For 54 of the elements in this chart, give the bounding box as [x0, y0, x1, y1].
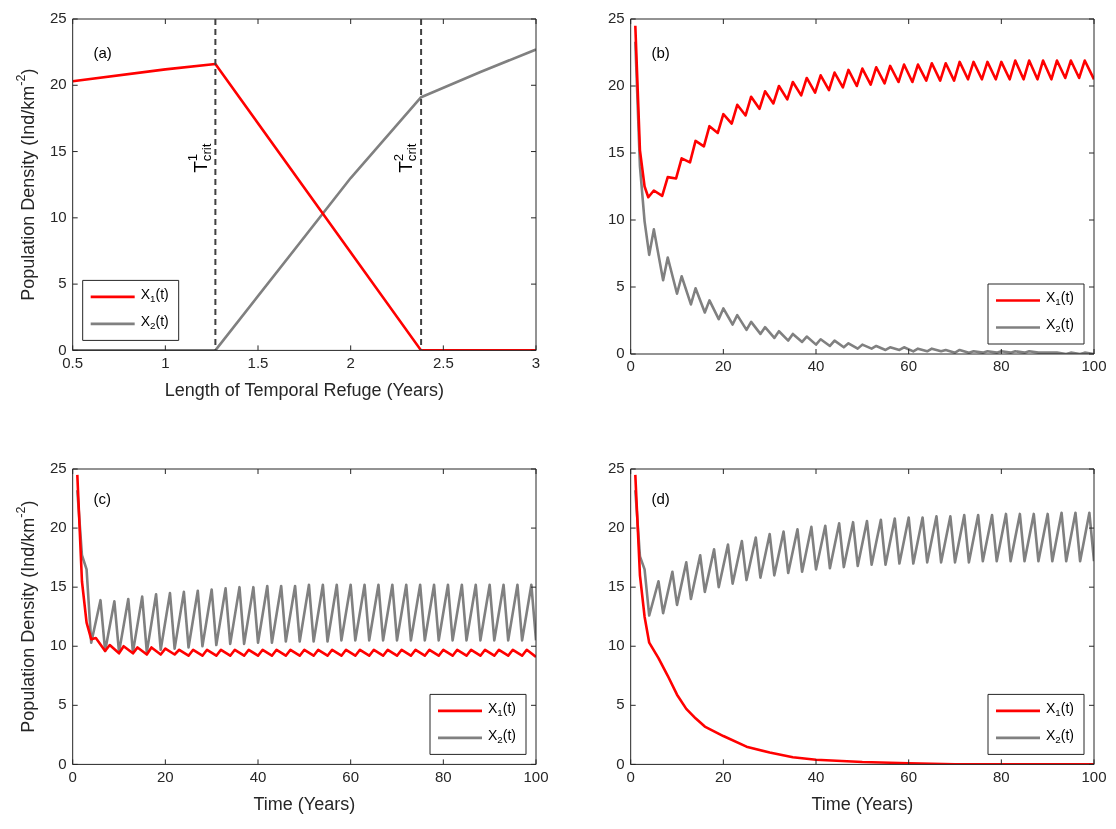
y-tick-label: 10 — [50, 207, 67, 225]
x-axis-title: Time (Years) — [253, 794, 356, 815]
y-tick-label: 15 — [608, 577, 625, 595]
y-tick-label: 15 — [50, 141, 67, 159]
y-tick-label: 0 — [58, 754, 67, 772]
y-tick-label: 0 — [616, 754, 625, 772]
x-tick-label: 20 — [157, 767, 174, 785]
y-tick-label: 20 — [608, 518, 625, 536]
x-tick-label: 100 — [1081, 767, 1107, 785]
x-tick-label: 40 — [249, 767, 267, 785]
x-tick-label: 20 — [715, 357, 732, 375]
ref-line-label: T2crit — [391, 143, 420, 173]
x-tick-label: 2 — [346, 353, 355, 371]
y-tick-label: 15 — [608, 143, 625, 161]
y-tick-label: 5 — [58, 274, 67, 292]
y-tick-label: 20 — [50, 75, 67, 93]
x-axis-title: Length of Temporal Refuge (Years) — [164, 380, 444, 401]
x-tick-label: 2.5 — [432, 353, 454, 371]
y-axis-title: Population Density (Ind/km-2) — [13, 68, 38, 301]
x-tick-label: 80 — [992, 767, 1010, 785]
x-tick-label: 1.5 — [247, 353, 269, 371]
x-tick-label: 1 — [161, 353, 170, 371]
y-tick-label: 10 — [608, 636, 625, 654]
x-tick-label: 100 — [523, 767, 549, 785]
y-tick-label: 20 — [50, 518, 67, 536]
annotation: (a) — [93, 43, 112, 61]
y-tick-label: 10 — [50, 636, 67, 654]
y-axis-title: Population Density (Ind/km-2) — [13, 500, 38, 733]
x-axis-title: Time (Years) — [811, 794, 914, 815]
y-tick-label: 15 — [50, 577, 67, 595]
x-tick-label: 3 — [531, 353, 541, 371]
x-tick-label: 60 — [900, 357, 918, 375]
x-tick-label: 60 — [342, 767, 360, 785]
x-tick-label: 60 — [900, 767, 918, 785]
x-tick-label: 100 — [1081, 357, 1107, 375]
annotation: (d) — [651, 490, 670, 508]
y-tick-label: 20 — [608, 76, 625, 94]
x-tick-label: 80 — [434, 767, 452, 785]
y-tick-label: 5 — [616, 277, 625, 295]
y-tick-label: 5 — [616, 695, 625, 713]
y-tick-label: 0 — [58, 340, 67, 358]
annotation: (c) — [93, 490, 112, 508]
ref-line-label: T1crit — [185, 143, 214, 173]
y-tick-label: 10 — [608, 210, 625, 228]
y-tick-label: 5 — [58, 695, 67, 713]
x-tick-label: 80 — [992, 357, 1010, 375]
x-tick-label: 40 — [807, 357, 825, 375]
x-tick-label: 20 — [715, 767, 732, 785]
x-tick-label: 40 — [807, 767, 825, 785]
y-tick-label: 25 — [608, 459, 625, 477]
annotation: (b) — [651, 44, 670, 62]
y-tick-label: 25 — [50, 459, 67, 477]
y-tick-label: 25 — [50, 9, 67, 27]
y-tick-label: 25 — [608, 9, 625, 27]
